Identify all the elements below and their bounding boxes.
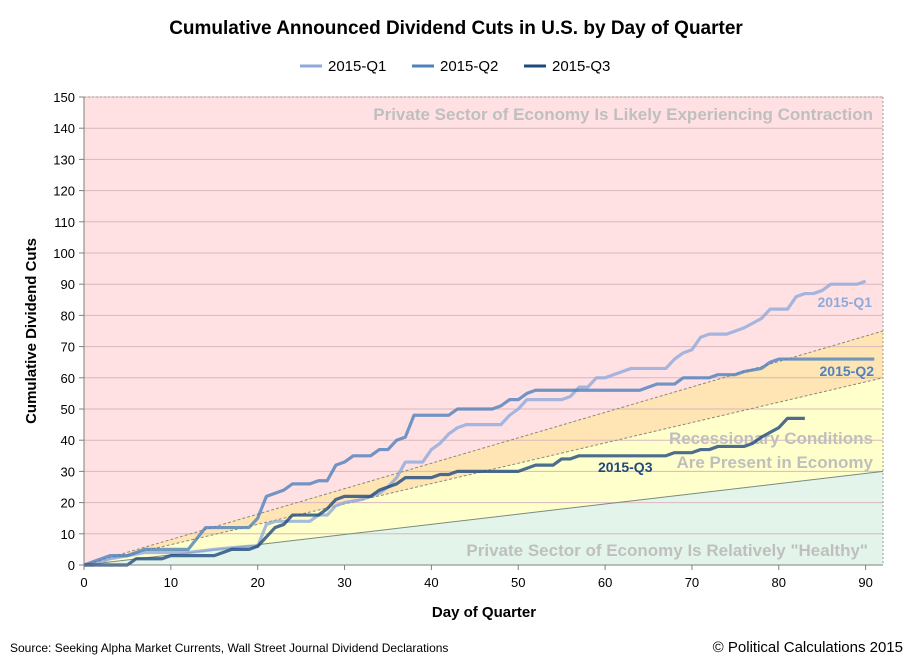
y-tick-label: 120 — [53, 184, 75, 199]
y-tick-label: 100 — [53, 246, 75, 261]
y-tick-label: 20 — [61, 496, 75, 511]
boundary-line-upper — [83, 330, 884, 566]
series-label-2015-q3: 2015-Q3 — [598, 459, 653, 475]
x-tick-label: 40 — [424, 575, 438, 590]
x-tick-label: 80 — [772, 575, 786, 590]
series-label-2015-q1: 2015-Q1 — [818, 294, 873, 310]
y-tick-label: 130 — [53, 152, 75, 167]
y-axis-label: Cumulative Dividend Cuts — [23, 238, 40, 424]
y-tick-label: 30 — [61, 464, 75, 479]
series-line-2015-q3 — [84, 416, 805, 567]
copyright: © Political Calculations 2015 — [713, 639, 903, 656]
legend-label-2015-q1: 2015-Q1 — [328, 58, 386, 75]
x-tick-label: 70 — [685, 575, 699, 590]
x-tick-label: 50 — [511, 575, 525, 590]
y-tick-label: 40 — [61, 433, 75, 448]
zone-label-healthy: Private Sector of Economy Is Relatively … — [466, 541, 868, 560]
legend-label-2015-q3: 2015-Q3 — [552, 58, 610, 75]
y-tick-label: 110 — [54, 215, 75, 230]
x-tick-label: 60 — [598, 575, 612, 590]
x-tick-label: 0 — [80, 575, 87, 590]
chart-title: Cumulative Announced Dividend Cuts in U.… — [169, 18, 743, 39]
zone-label-recession-1: Recessionary Conditions — [669, 429, 873, 448]
series-line-2015-q2 — [83, 357, 875, 567]
y-tick-label: 80 — [61, 308, 75, 323]
x-axis-label: Day of Quarter — [432, 604, 536, 621]
y-tick-label: 70 — [61, 340, 75, 355]
y-tick-label: 140 — [53, 121, 75, 136]
y-tick-label: 50 — [61, 402, 75, 417]
zone-contraction — [84, 97, 883, 565]
zone-label-recession-2: Are Present in Economy — [676, 453, 873, 472]
y-tick-label: 150 — [53, 90, 75, 105]
y-tick-label: 10 — [61, 527, 75, 542]
y-tick-label: 90 — [61, 277, 75, 292]
series-label-2015-q2: 2015-Q2 — [820, 363, 875, 379]
legend: 2015-Q1 2015-Q2 2015-Q3 — [300, 58, 610, 75]
zone-label-contraction: Private Sector of Economy Is Likely Expe… — [373, 105, 873, 124]
x-tick-label: 90 — [858, 575, 872, 590]
y-tick-label: 0 — [68, 558, 75, 573]
x-tick-label: 10 — [164, 575, 178, 590]
y-tick-label: 60 — [61, 371, 75, 386]
series-line-2015-q1 — [84, 279, 867, 567]
legend-label-2015-q2: 2015-Q2 — [440, 58, 498, 75]
x-tick-label: 30 — [337, 575, 351, 590]
x-tick-label: 20 — [250, 575, 264, 590]
source-note: Source: Seeking Alpha Market Currents, W… — [10, 641, 448, 655]
